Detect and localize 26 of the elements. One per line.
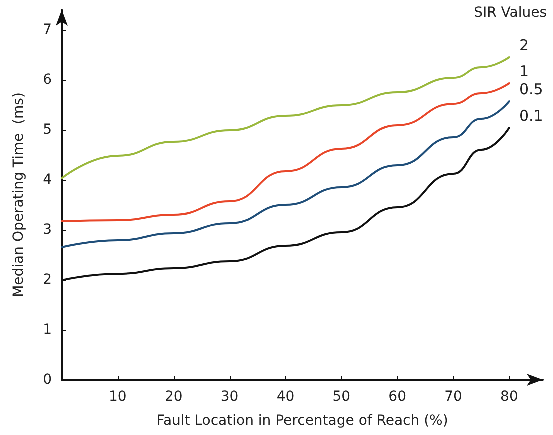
series-label: 0.1 bbox=[519, 107, 544, 125]
legend-title: SIR Values bbox=[474, 5, 548, 21]
x-axis-title: Fault Location in Percentage of Reach (%) bbox=[156, 413, 448, 429]
x-tick-label: 60 bbox=[388, 389, 406, 405]
series-label: 0.5 bbox=[519, 80, 544, 98]
x-tick-label: 50 bbox=[332, 389, 351, 405]
y-tick-label: 0 bbox=[43, 372, 52, 388]
line-series bbox=[61, 82, 510, 222]
y-tick-label: 5 bbox=[43, 122, 52, 138]
x-tick-label: 10 bbox=[109, 389, 127, 405]
x-tick-label: 70 bbox=[444, 389, 462, 405]
line-series bbox=[61, 56, 510, 180]
y-tick-label: 6 bbox=[43, 72, 52, 88]
y-tick-label: 7 bbox=[43, 22, 52, 38]
y-tick-label: 4 bbox=[43, 172, 52, 188]
y-tick-label: 3 bbox=[43, 222, 52, 238]
x-tick-label: 40 bbox=[276, 389, 295, 405]
series-label: 2 bbox=[519, 36, 529, 54]
y-tick-label: 1 bbox=[43, 322, 52, 338]
x-tick-label: 20 bbox=[164, 389, 183, 405]
x-tick-label: 80 bbox=[500, 389, 518, 405]
x-tick-label: 30 bbox=[220, 389, 239, 405]
y-axis-title: Median Operating Time (ms) bbox=[11, 92, 27, 298]
y-tick-label: 2 bbox=[43, 272, 52, 288]
series-label: 1 bbox=[519, 62, 529, 80]
line-series bbox=[61, 100, 510, 248]
